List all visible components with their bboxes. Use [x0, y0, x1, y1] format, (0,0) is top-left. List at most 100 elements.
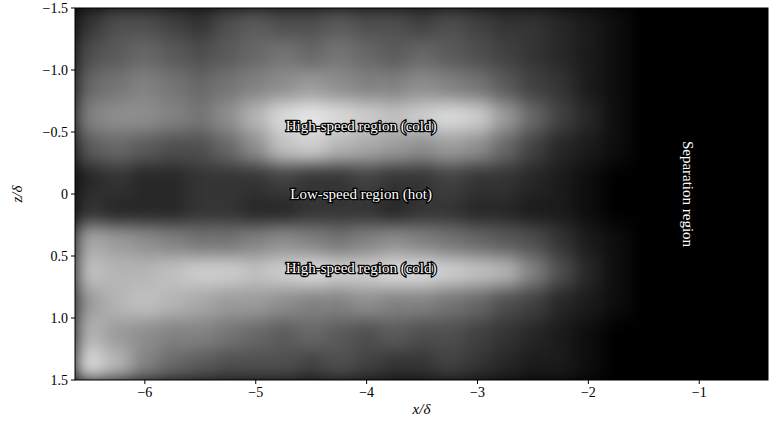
- cell: [186, 101, 214, 133]
- cell: [352, 349, 380, 380]
- cell: [241, 163, 269, 195]
- cell: [214, 349, 242, 380]
- cell: [685, 318, 713, 350]
- x-axis-label: x/δ: [412, 401, 432, 417]
- cell: [103, 132, 131, 164]
- cell: [158, 256, 186, 288]
- cell: [740, 287, 768, 319]
- cell: [130, 287, 158, 319]
- cell: [546, 8, 574, 40]
- x-tick: [699, 380, 700, 384]
- cell: [352, 39, 380, 71]
- cell: [241, 39, 269, 71]
- cell: [685, 39, 713, 71]
- cell: [186, 8, 214, 40]
- cell: [214, 39, 242, 71]
- cell: [324, 349, 352, 380]
- cell: [602, 163, 630, 195]
- cell: [491, 39, 519, 71]
- cell: [158, 70, 186, 102]
- cell: [158, 194, 186, 226]
- x-tick: [255, 380, 256, 384]
- cell: [158, 132, 186, 164]
- cell: [130, 101, 158, 133]
- cell: [380, 287, 408, 319]
- cell: [297, 318, 325, 350]
- cell: [130, 70, 158, 102]
- cell: [186, 349, 214, 380]
- cell: [574, 163, 602, 195]
- cell: [740, 349, 768, 380]
- cell: [740, 132, 768, 164]
- cell: [158, 287, 186, 319]
- cell: [103, 101, 131, 133]
- cell: [158, 101, 186, 133]
- cell: [629, 132, 657, 164]
- cell: [75, 132, 103, 164]
- cell: [158, 8, 186, 40]
- cell: [713, 132, 741, 164]
- cell: [241, 287, 269, 319]
- cell: [463, 318, 491, 350]
- cell: [463, 256, 491, 288]
- cell: [269, 8, 297, 40]
- cell: [158, 39, 186, 71]
- cell: [657, 256, 685, 288]
- cells: [75, 8, 768, 380]
- cell: [130, 318, 158, 350]
- cell: [629, 163, 657, 195]
- y-tick-label: 0.5: [51, 249, 69, 264]
- cell: [574, 101, 602, 133]
- cell: [186, 225, 214, 257]
- cell: [574, 39, 602, 71]
- cell: [657, 70, 685, 102]
- cell: [713, 225, 741, 257]
- cell: [546, 194, 574, 226]
- cell: [158, 225, 186, 257]
- y-tick: [71, 8, 75, 9]
- cell: [103, 256, 131, 288]
- cell: [103, 225, 131, 257]
- cell: [408, 318, 436, 350]
- cell: [491, 8, 519, 40]
- x-tick-label: −4: [359, 385, 374, 400]
- cell: [130, 39, 158, 71]
- cell: [103, 287, 131, 319]
- cell: [408, 8, 436, 40]
- cell: [380, 318, 408, 350]
- cell: [463, 70, 491, 102]
- x-tick: [366, 380, 367, 384]
- cell: [713, 287, 741, 319]
- x-tick: [477, 380, 478, 384]
- cell: [629, 225, 657, 257]
- cell: [158, 163, 186, 195]
- cell: [103, 39, 131, 71]
- cell: [740, 163, 768, 195]
- cell: [408, 39, 436, 71]
- cell: [574, 194, 602, 226]
- cell: [463, 163, 491, 195]
- cell: [352, 287, 380, 319]
- cell: [740, 39, 768, 71]
- cell: [241, 70, 269, 102]
- cell: [546, 256, 574, 288]
- y-tick-label: 0: [61, 187, 68, 202]
- cell: [75, 256, 103, 288]
- cell: [740, 70, 768, 102]
- cell: [186, 287, 214, 319]
- cell: [408, 287, 436, 319]
- cell: [740, 256, 768, 288]
- cell: [130, 256, 158, 288]
- cell: [463, 225, 491, 257]
- cell: [463, 101, 491, 133]
- cell: [214, 256, 242, 288]
- cell: [519, 101, 547, 133]
- x-tick-label: −2: [581, 385, 596, 400]
- cell: [297, 287, 325, 319]
- cell: [629, 287, 657, 319]
- cell: [214, 101, 242, 133]
- cell: [297, 225, 325, 257]
- cell: [602, 194, 630, 226]
- cell: [602, 70, 630, 102]
- cell: [629, 101, 657, 133]
